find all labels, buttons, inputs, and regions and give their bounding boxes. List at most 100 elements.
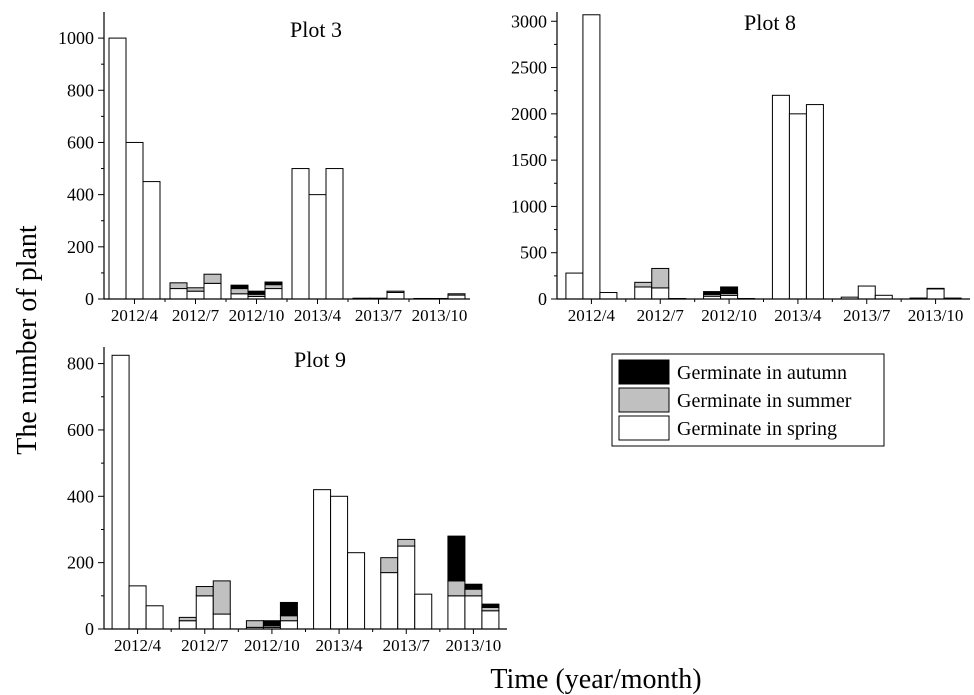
bar-2012-4-1-s0 xyxy=(111,354,130,630)
y-tick-label: 200 xyxy=(67,237,94,257)
bar-2012-7-3-s0 xyxy=(203,282,222,300)
legend-swatch-spring xyxy=(618,415,670,441)
x-tick-label: 2012/7 xyxy=(181,636,229,655)
bar-2013-4-2-s0 xyxy=(330,495,349,630)
x-tick-label: 2012/10 xyxy=(229,306,285,325)
bar-2012-10-1-s1 xyxy=(230,288,249,295)
bar-2012-7-2-s1 xyxy=(651,267,670,289)
bar-2012-7-3-s1 xyxy=(212,580,231,615)
chart-panel-3: 2012/4 2012/7 2012/10 2013/4 2013/7 2013/10 0 2… xyxy=(67,347,507,655)
x-tick-label: 2012/4 xyxy=(568,306,616,325)
bar-2012-10-2-s2 xyxy=(720,286,739,294)
legend-label-spring: Germinate in spring xyxy=(677,418,837,440)
bar-2013-7-3-s0 xyxy=(414,593,433,630)
y-tick-label: 600 xyxy=(67,132,94,152)
y-tick-label: 600 xyxy=(67,420,94,440)
chart-panels: 2012/4 2012/7 2012/10 2013/4 2013/7 2013/1002… xyxy=(58,10,970,655)
panel-title: Plot 3 xyxy=(290,17,342,42)
bar-2013-10-2-s0 xyxy=(464,595,483,630)
y-tick-label: 2000 xyxy=(511,104,547,124)
panel-title: Plot 8 xyxy=(744,10,796,35)
bar-2012-10-1-s2 xyxy=(703,291,722,295)
bar-2013-10-2-s1 xyxy=(926,287,945,290)
bar-2013-7-3-s0 xyxy=(386,291,405,300)
x-tick-label: 2013/7 xyxy=(843,306,891,325)
bar-2013-10-2-s0 xyxy=(926,288,945,300)
legend-label-summer: Germinate in summer xyxy=(677,390,852,412)
bar-2013-10-2-s2 xyxy=(464,583,483,590)
bar-2012-10-3-s2 xyxy=(264,281,283,286)
bar-2013-10-3-s0 xyxy=(481,610,500,630)
bar-2012-7-1-s0 xyxy=(169,288,188,300)
bar-2012-10-3-s2 xyxy=(279,601,298,617)
bar-2013-10-1-s1 xyxy=(447,580,466,597)
bar-2012-10-3-s0 xyxy=(279,620,298,630)
bar-2012-4-2-s0 xyxy=(582,14,601,300)
bar-2013-7-2-s0 xyxy=(857,285,876,300)
bar-2012-7-1-s1 xyxy=(169,282,188,290)
y-tick-label: 500 xyxy=(520,243,547,263)
bar-2013-4-1-s0 xyxy=(313,489,332,630)
bar-2012-4-1-s0 xyxy=(565,272,584,300)
y-tick-label: 800 xyxy=(67,80,94,100)
bar-2012-4-2-s0 xyxy=(128,585,147,630)
x-tick-label: 2013/7 xyxy=(355,306,403,325)
bar-2012-7-2-s0 xyxy=(186,290,205,300)
bar-2012-10-3-s0 xyxy=(264,288,283,300)
bar-2012-7-2-s0 xyxy=(651,287,670,300)
x-tick-label: 2012/7 xyxy=(172,306,220,325)
x-tick-label: 2013/10 xyxy=(412,306,468,325)
bar-2013-10-1-s2 xyxy=(447,535,466,582)
bar-2013-4-3-s0 xyxy=(347,552,366,630)
bar-2013-7-3-s1 xyxy=(386,290,405,293)
bar-2013-7-2-s1 xyxy=(397,538,416,547)
y-tick-label: 0 xyxy=(85,289,94,309)
bar-2012-4-2-s0 xyxy=(125,141,144,300)
bar-2012-7-1-s1 xyxy=(178,616,197,622)
panel-title: Plot 9 xyxy=(294,347,346,372)
bar-2012-10-3-s1 xyxy=(279,615,298,622)
bar-2013-7-1-s1 xyxy=(380,557,399,574)
bar-2013-10-3-s1 xyxy=(447,293,466,296)
x-tick-label: 2012/4 xyxy=(114,636,162,655)
x-tick-label: 2013/4 xyxy=(774,306,822,325)
bar-2013-10-1-s0 xyxy=(447,595,466,630)
y-tick-label: 400 xyxy=(67,185,94,205)
y-tick-label: 0 xyxy=(85,619,94,639)
bar-2012-10-1-s1 xyxy=(245,620,264,628)
y-tick-label: 3000 xyxy=(511,11,547,31)
bar-2012-4-3-s0 xyxy=(599,292,618,300)
bar-2013-4-3-s0 xyxy=(325,168,344,300)
y-tick-label: 0 xyxy=(538,289,547,309)
x-tick-label: 2013/7 xyxy=(383,636,431,655)
x-tick-label: 2012/4 xyxy=(111,306,159,325)
bar-2012-4-3-s0 xyxy=(142,181,161,300)
y-tick-label: 800 xyxy=(67,354,94,374)
legend-label-autumn: Germinate in autumn xyxy=(677,362,847,384)
bar-2012-10-1-s0 xyxy=(230,293,249,300)
x-tick-label: 2013/10 xyxy=(908,306,964,325)
bar-2013-10-2-s1 xyxy=(464,588,483,597)
x-tick-label: 2012/7 xyxy=(637,306,685,325)
bar-2013-4-3-s0 xyxy=(805,104,824,300)
bar-2013-7-1-s0 xyxy=(380,572,399,630)
bar-2013-4-2-s0 xyxy=(308,194,327,300)
y-tick-label: 2500 xyxy=(511,58,547,78)
bar-2013-10-3-s2 xyxy=(481,603,500,608)
chart-panel-2: 2012/4 2012/7 2012/10 2013/4 2013/7 2013/10 0 5… xyxy=(511,10,970,325)
bar-2013-4-1-s0 xyxy=(291,168,310,300)
bar-2012-10-1-s2 xyxy=(230,284,249,290)
x-tick-label: 2013/4 xyxy=(315,636,363,655)
bar-2012-4-1-s0 xyxy=(108,37,127,300)
y-tick-label: 1000 xyxy=(511,196,547,216)
bar-2013-4-2-s0 xyxy=(788,113,807,300)
bar-2012-7-3-s1 xyxy=(203,273,222,284)
x-tick-label: 2012/10 xyxy=(701,306,757,325)
x-axis-label: Time (year/month) xyxy=(490,664,701,695)
y-tick-label: 1500 xyxy=(511,150,547,170)
bar-2012-10-2-s2 xyxy=(262,620,281,627)
legend-swatch-summer xyxy=(618,387,670,413)
bar-2012-10-2-s2 xyxy=(247,290,266,295)
bar-2012-10-3-s1 xyxy=(264,284,283,290)
